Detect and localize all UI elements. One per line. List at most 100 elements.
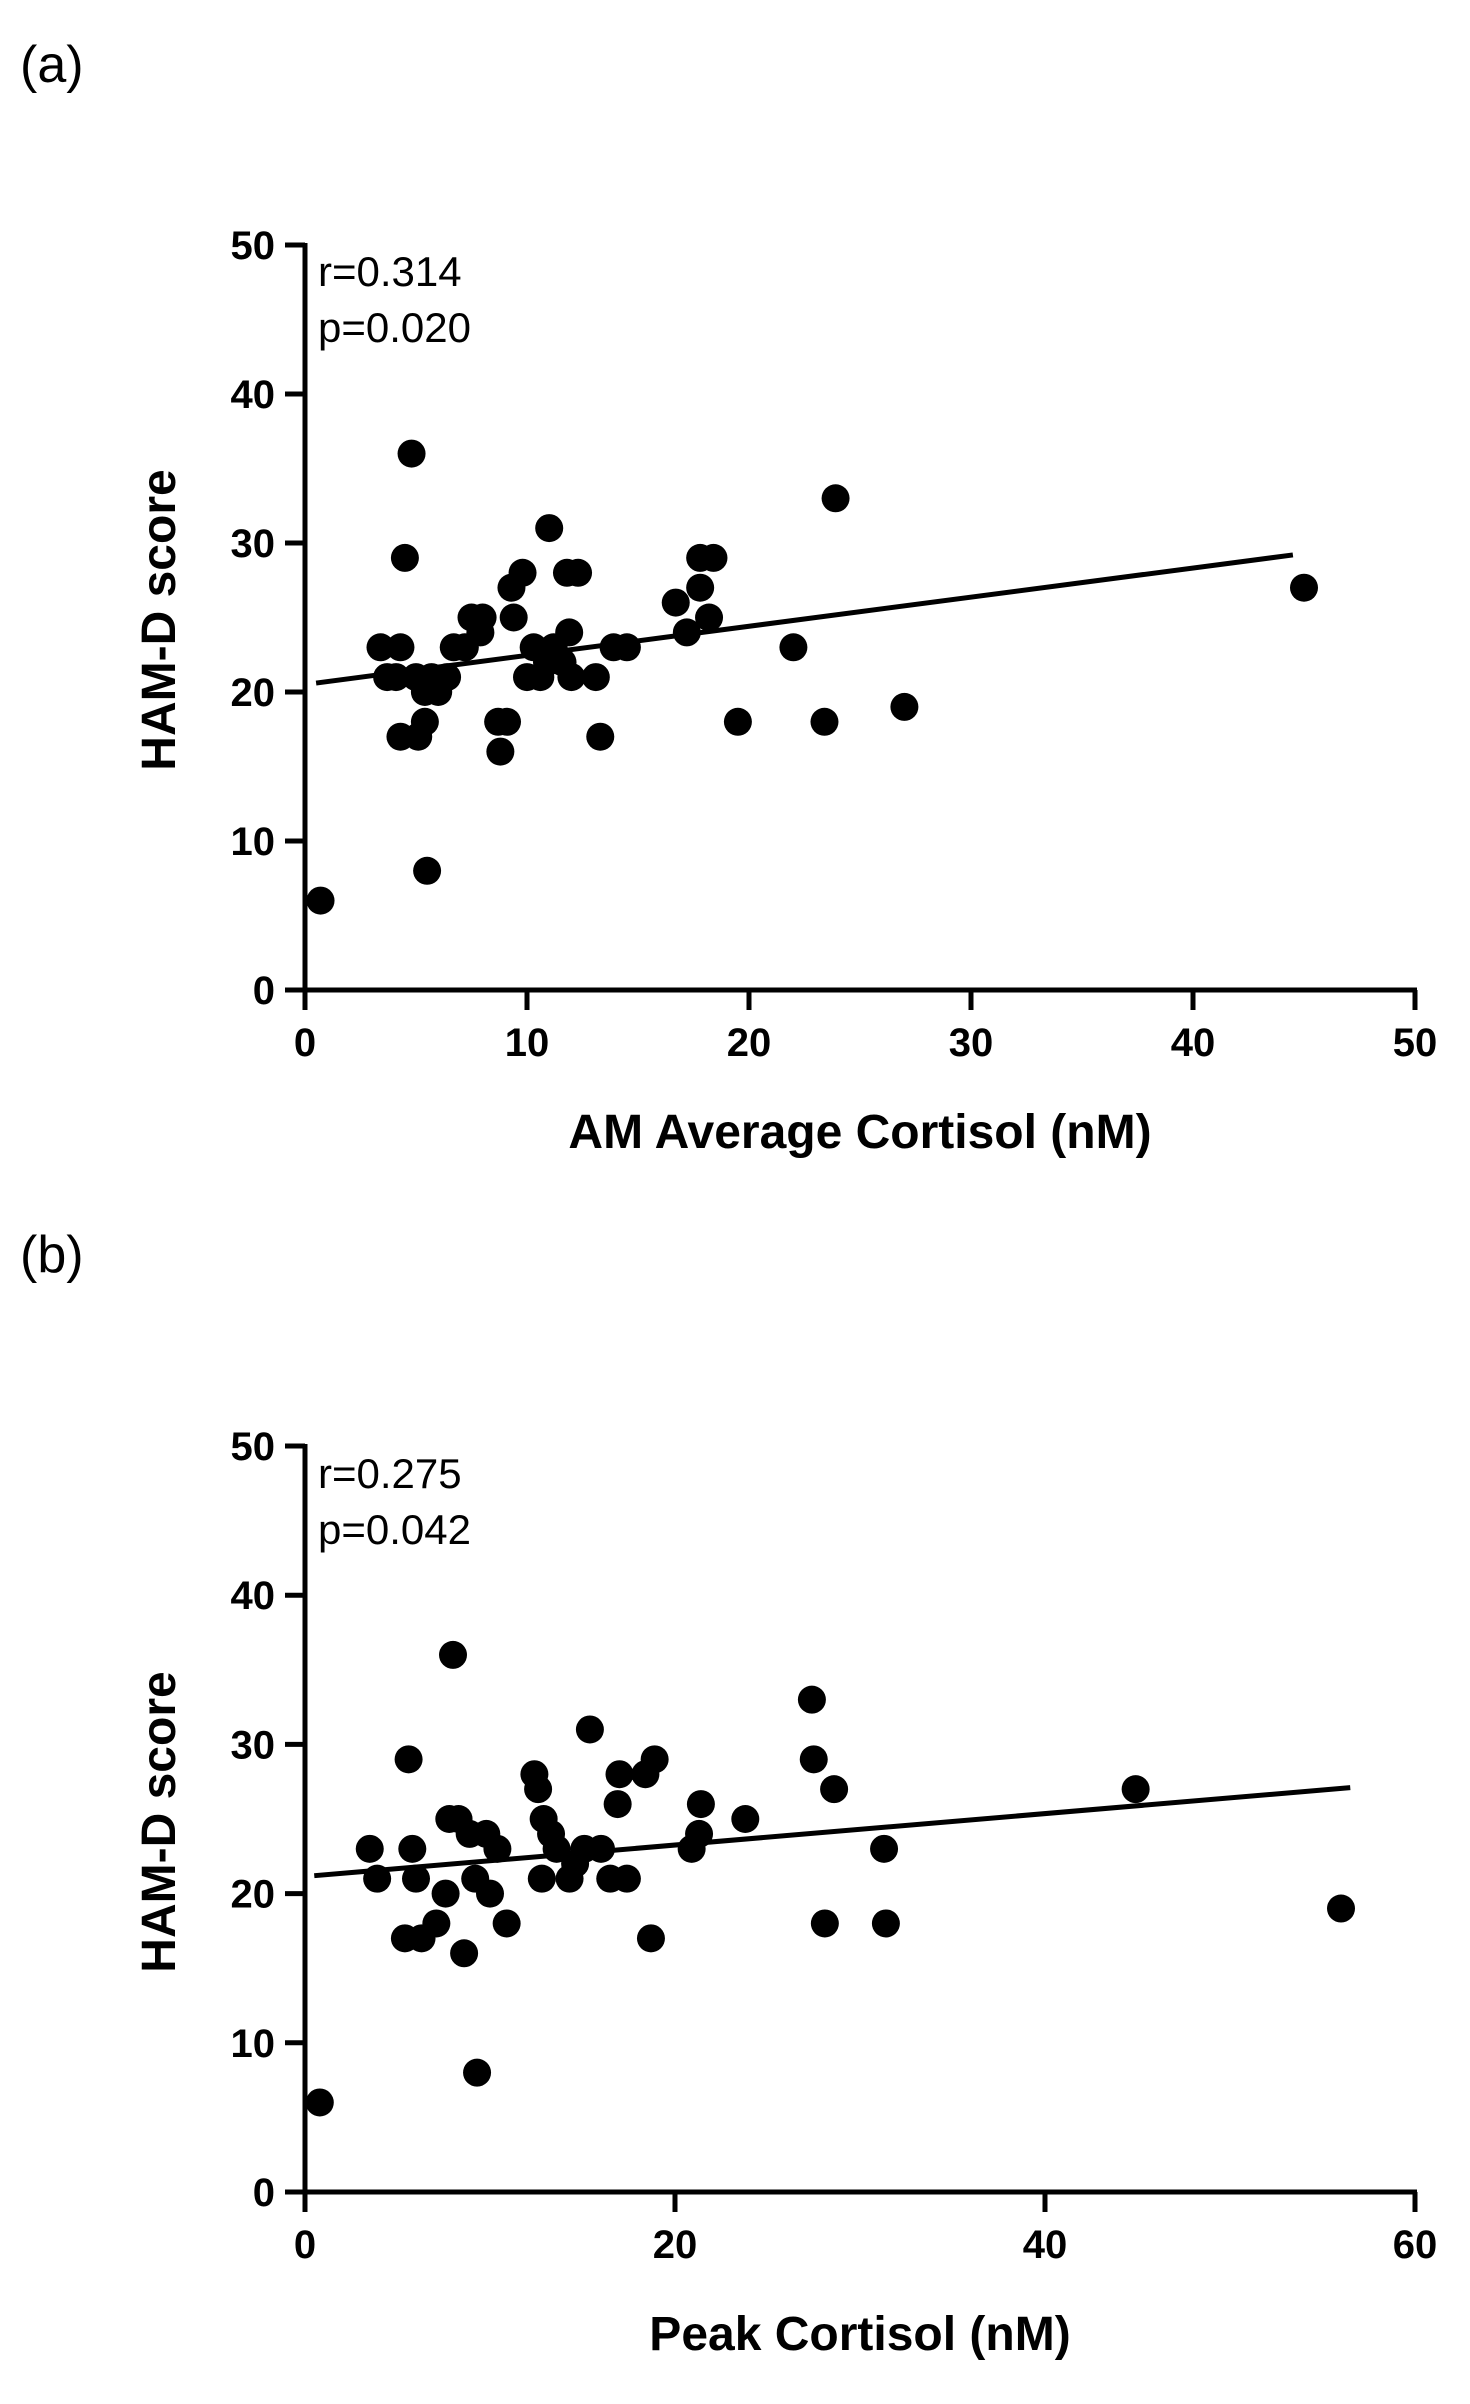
panel-a-x-ticks: 0 10 20 30 40 50 xyxy=(294,990,1437,1065)
panel-b-data-point xyxy=(612,1864,641,1893)
panel-b-y-tick-label: 40 xyxy=(231,1574,276,1618)
panel-b-data-point xyxy=(605,1760,634,1789)
panel-a-chart: (a) 0 10 20 30 40 50 0 10 20 30 40 50 r=0.314 p=0.… xyxy=(20,36,1437,1159)
panel-a-data-point xyxy=(499,603,528,632)
panel-a-data-point xyxy=(410,707,439,736)
panel-b-data-point xyxy=(797,1685,826,1714)
panel-b-data-point xyxy=(640,1745,669,1774)
panel-a-p-value: p=0.020 xyxy=(318,304,471,351)
panel-b-p-value: p=0.042 xyxy=(318,1506,471,1553)
panel-b-data-point xyxy=(483,1834,512,1863)
panel-a-data-point xyxy=(1290,573,1318,602)
panel-a-data-point xyxy=(390,543,419,572)
panel-a-data-point xyxy=(779,633,808,662)
panel-b-x-tick-label: 20 xyxy=(653,2223,698,2267)
panel-b-data-point xyxy=(439,1640,467,1669)
panel-a-trend-line xyxy=(315,552,1294,686)
panel-b-data-point xyxy=(463,2058,492,2087)
panel-a-data-point xyxy=(535,514,564,543)
panel-b-y-tick-label: 10 xyxy=(231,2022,276,2066)
panel-a-y-tick-label: 0 xyxy=(253,969,275,1013)
panel-a-data-point xyxy=(661,588,690,617)
panel-b-data-point xyxy=(686,1790,715,1819)
panel-b-y-tick-label: 50 xyxy=(231,1425,276,1469)
panel-b-data-point xyxy=(402,1864,430,1893)
panel-b-data-point xyxy=(450,1939,479,1968)
panel-b-data-point xyxy=(1327,1894,1355,1923)
panel-a-data-point xyxy=(397,439,426,468)
panel-a-r-value: r=0.314 xyxy=(318,248,462,295)
panel-b-x-tick-label: 0 xyxy=(294,2223,316,2267)
panel-b-data-point xyxy=(820,1775,849,1804)
panel-b-r-value: r=0.275 xyxy=(318,1450,462,1497)
panel-b-y-tick-label: 0 xyxy=(253,2171,275,2215)
panel-b-x-tick-label: 40 xyxy=(1023,2223,1068,2267)
panel-a-y-tick-label: 40 xyxy=(231,373,276,417)
panel-a-y-tick-label: 30 xyxy=(231,522,276,566)
panel-a-x-tick-label: 50 xyxy=(1393,1021,1438,1065)
panel-a-label: (a) xyxy=(20,36,84,94)
panel-a-x-tick-label: 40 xyxy=(1171,1021,1216,1065)
panel-b-y-ticks: 0 10 20 30 40 50 xyxy=(231,1425,305,2215)
panel-a-data-point xyxy=(699,543,728,572)
panel-a-data-point xyxy=(695,603,724,632)
panel-a-x-tick-label: 30 xyxy=(949,1021,994,1065)
panel-a-data-point xyxy=(413,856,442,885)
panel-a-data-point xyxy=(555,618,584,647)
panel-b-data-point xyxy=(871,1909,900,1938)
panel-a-data-point xyxy=(890,692,919,721)
panel-a-y-ticks: 0 10 20 30 40 50 xyxy=(231,224,305,1013)
panel-b-data-point xyxy=(527,1864,556,1893)
panel-a-y-tick-label: 50 xyxy=(231,224,276,268)
panel-a-data-point xyxy=(586,722,615,751)
panel-b-data-point xyxy=(636,1924,665,1953)
panel-a-x-tick-label: 20 xyxy=(727,1021,772,1065)
panel-a-data-point xyxy=(433,663,462,692)
panel-a-data-point xyxy=(486,737,515,766)
panel-b-data-point xyxy=(603,1790,632,1819)
panel-a-data-point xyxy=(810,707,839,736)
panel-a-x-axis-title: AM Average Cortisol (nM) xyxy=(568,1106,1151,1159)
panel-a-data-point xyxy=(508,558,537,587)
panel-b-data-point xyxy=(731,1805,760,1833)
panel-a-data-point xyxy=(468,603,497,632)
panel-a-x-tick-label: 0 xyxy=(294,1021,316,1065)
panel-b-x-ticks: 0 20 40 60 xyxy=(294,2192,1437,2267)
panel-b-data-point xyxy=(810,1909,839,1938)
panel-b-data-point xyxy=(870,1834,899,1863)
panel-b-data-point xyxy=(476,1879,504,1908)
panel-b-data-point xyxy=(422,1909,451,1938)
panel-a-data-point xyxy=(306,886,335,915)
panel-b-data-point xyxy=(355,1834,384,1863)
panel-a-data-point xyxy=(612,633,641,662)
panel-b-y-axis-title: HAM-D score xyxy=(133,1671,186,1972)
panel-a-points xyxy=(306,439,1318,915)
panel-a-data-point xyxy=(821,484,850,513)
panel-b-data-point xyxy=(305,2088,334,2117)
panel-b-data-point xyxy=(1121,1775,1150,1804)
panel-b-y-tick-label: 30 xyxy=(231,1723,276,1767)
panel-b-data-point xyxy=(524,1775,553,1804)
panel-b-x-tick-label: 60 xyxy=(1393,2223,1438,2267)
panel-a-y-tick-label: 20 xyxy=(231,671,276,715)
panel-b-data-point xyxy=(492,1909,521,1938)
panel-a-data-point xyxy=(386,633,415,662)
panel-b-y-tick-label: 20 xyxy=(231,1873,276,1917)
panel-b-points xyxy=(305,1640,1355,2117)
panel-b-data-point xyxy=(799,1745,828,1774)
panel-b-data-point xyxy=(398,1834,427,1863)
panel-b-label: (b) xyxy=(20,1226,84,1284)
panel-a-data-point xyxy=(557,663,586,692)
panel-a-data-point xyxy=(493,707,522,736)
panel-a-y-tick-label: 10 xyxy=(231,820,276,864)
panel-a-data-point xyxy=(581,663,610,692)
panel-a-data-point xyxy=(366,633,395,662)
panel-b-trend-line xyxy=(314,1785,1351,1879)
panel-b-data-point xyxy=(394,1745,423,1774)
panel-b-data-point xyxy=(431,1879,460,1908)
panel-a-data-point xyxy=(564,558,593,587)
panel-b-x-axis-title: Peak Cortisol (nM) xyxy=(649,2308,1070,2361)
panel-b-data-point xyxy=(575,1715,604,1744)
